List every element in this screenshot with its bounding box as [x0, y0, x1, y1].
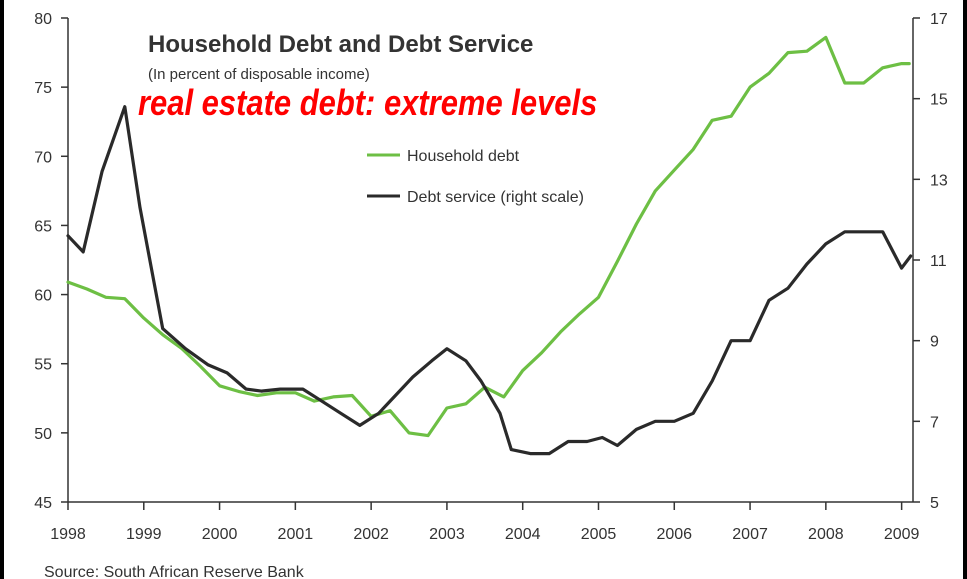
y-right-tick-label: 17 [930, 11, 948, 28]
x-tick-label: 1998 [50, 526, 86, 543]
x-tick-label: 2004 [505, 526, 541, 543]
annotation-text: real estate debt: extreme levels [138, 84, 597, 124]
x-tick-label: 2000 [202, 526, 238, 543]
y-right-tick-label: 15 [930, 92, 948, 109]
y-left-tick-label: 80 [34, 11, 52, 28]
x-tick-label: 1999 [126, 526, 162, 543]
y-right-tick-label: 11 [930, 253, 947, 270]
chart-subtitle: (In percent of disposable income) [148, 66, 370, 83]
series-layer [66, 35, 913, 456]
x-axis-ticks: 1998 1999 2000 2001 2002 2003 2004 2005 2006 2007… [50, 502, 920, 543]
x-tick-label: 2001 [278, 526, 314, 543]
y-left-tick-label: 70 [34, 149, 52, 166]
x-tick-label: 2008 [808, 526, 844, 543]
y-left-axis-ticks: 45 50 55 60 65 70 75 80 [34, 11, 68, 512]
left-black-border [0, 0, 4, 579]
y-left-tick-label: 55 [34, 357, 52, 374]
x-tick-label: 2007 [732, 526, 768, 543]
legend-label-household-debt: Household debt [407, 148, 520, 165]
y-right-tick-label: 9 [930, 334, 939, 351]
y-right-tick-label: 5 [930, 495, 939, 512]
y-left-tick-label: 60 [34, 288, 52, 305]
y-right-axis-ticks: 5 7 9 11 13 15 17 [913, 11, 948, 512]
legend: Household debt Debt service (right scale… [367, 148, 584, 206]
y-left-tick-label: 65 [34, 218, 52, 235]
x-tick-label: 2009 [884, 526, 920, 543]
x-tick-label: 2005 [581, 526, 617, 543]
y-left-tick-label: 75 [34, 80, 52, 97]
series-line-household-debt [66, 35, 911, 438]
right-black-border [963, 0, 967, 579]
series-line-debt-service [66, 105, 913, 456]
y-right-tick-label: 7 [930, 414, 939, 431]
x-tick-label: 2006 [656, 526, 692, 543]
x-tick-label: 2003 [429, 526, 465, 543]
chart-title: Household Debt and Debt Service [148, 31, 533, 58]
source-note: Source: South African Reserve Bank [44, 564, 305, 579]
legend-label-debt-service: Debt service (right scale) [407, 189, 584, 206]
y-left-tick-label: 50 [34, 426, 52, 443]
y-left-tick-label: 45 [34, 495, 52, 512]
y-right-tick-label: 13 [930, 172, 948, 189]
x-tick-label: 2002 [353, 526, 389, 543]
